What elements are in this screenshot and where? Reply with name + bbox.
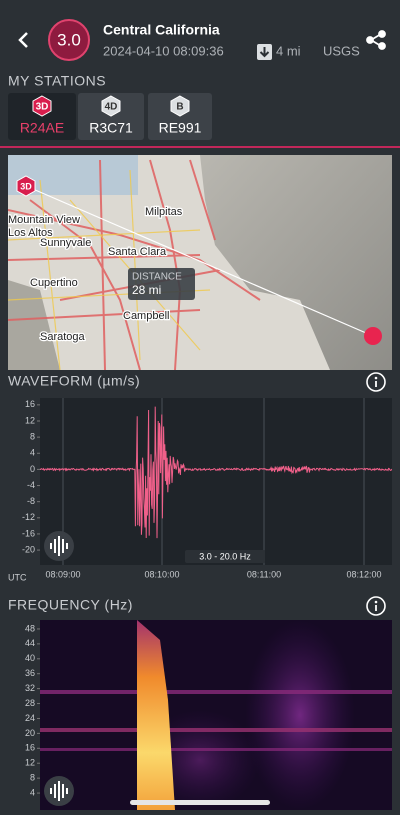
depth-arrow xyxy=(259,47,270,58)
waveform-title: WAVEFORM (µm/s) xyxy=(8,373,140,389)
map-hills xyxy=(200,155,392,370)
y-tick-label: 44 xyxy=(25,638,35,648)
station-badge-label: 3D xyxy=(36,102,49,113)
x-unit: UTC xyxy=(8,572,27,582)
y-tick-label: 4 xyxy=(30,448,35,458)
map-hills-west xyxy=(8,280,60,370)
y-tick-label: 8 xyxy=(30,773,35,783)
y-tick-label: -4 xyxy=(27,480,35,490)
y-tick-label: 36 xyxy=(25,668,35,678)
y-tick-label: 24 xyxy=(25,713,35,723)
share-button[interactable] xyxy=(366,30,386,50)
distance-line xyxy=(25,185,374,337)
event-title: Central California xyxy=(103,22,220,38)
y-tick-label: -20 xyxy=(22,544,35,554)
audio-button-2[interactable] xyxy=(44,776,74,806)
map-label: Saratoga xyxy=(40,331,86,343)
x-tick-label: 08:09:00 xyxy=(45,569,80,579)
y-tick-label: 48 xyxy=(25,623,35,633)
y-tick-label: -8 xyxy=(27,496,35,506)
station-badge xyxy=(170,95,190,117)
x-tick-label: 08:10:00 xyxy=(144,569,179,579)
x-tick-label: 08:11:00 xyxy=(247,569,281,579)
y-tick-label: 8 xyxy=(30,432,35,442)
map-label: Los Altos xyxy=(8,227,53,239)
map-label: Cupertino xyxy=(30,277,78,289)
map-label: Sunnyvale xyxy=(40,237,91,249)
back-button[interactable] xyxy=(18,32,28,48)
waveform-plot xyxy=(40,398,392,565)
y-tick-label: 12 xyxy=(25,415,35,425)
map-label: Milpitas xyxy=(145,206,183,218)
spectrogram xyxy=(40,620,392,810)
station-name: R24AE xyxy=(20,120,64,136)
station-name: R3C71 xyxy=(89,120,133,136)
distance-label: DISTANCE xyxy=(132,272,182,283)
y-tick-label: 12 xyxy=(25,758,35,768)
epicenter xyxy=(364,327,382,345)
station-marker xyxy=(16,175,36,197)
distance-box xyxy=(128,268,195,300)
y-tick-label: 16 xyxy=(25,743,35,753)
y-tick-label: 0 xyxy=(30,464,35,474)
station-badge xyxy=(101,95,121,117)
waveform-trace xyxy=(39,406,393,539)
waveform-info[interactable] xyxy=(366,372,386,392)
station-name: RE991 xyxy=(159,120,202,136)
x-tick-label: 08:12:00 xyxy=(346,569,381,579)
home-indicator xyxy=(130,800,270,805)
y-tick-label: -12 xyxy=(22,512,35,522)
station-badge-label: B xyxy=(176,102,183,113)
y-tick-label: 4 xyxy=(30,787,35,797)
y-tick-label: 32 xyxy=(25,683,35,693)
station-badge xyxy=(32,95,52,117)
y-tick-label: 20 xyxy=(25,728,35,738)
filter-label: 3.0 - 20.0 Hz xyxy=(199,551,251,561)
event-source: USGS xyxy=(323,43,360,58)
frequency-title: FREQUENCY (Hz) xyxy=(8,597,133,613)
y-tick-label: 40 xyxy=(25,653,35,663)
magnitude: 3.0 xyxy=(57,30,81,49)
audio-button[interactable] xyxy=(44,531,74,561)
map-label: Campbell xyxy=(123,310,169,322)
frequency-info[interactable] xyxy=(366,596,386,616)
y-tick-label: 16 xyxy=(25,399,35,409)
station-badge-label: 4D xyxy=(105,102,118,113)
map-label: Santa Clara xyxy=(108,246,167,258)
map-roads xyxy=(8,159,261,370)
event-depth: 4 mi xyxy=(276,43,301,58)
distance-value: 28 mi xyxy=(132,283,161,297)
stations-heading: MY STATIONS xyxy=(8,73,106,89)
y-tick-label: -16 xyxy=(22,528,35,538)
station-marker-label: 3D xyxy=(20,181,32,191)
event-datetime: 2024-04-10 08:09:36 xyxy=(103,43,224,58)
magnitude-badge xyxy=(48,19,90,61)
map-label: Mountain View xyxy=(8,214,80,226)
y-tick-label: 28 xyxy=(25,698,35,708)
filter-box xyxy=(185,550,265,563)
